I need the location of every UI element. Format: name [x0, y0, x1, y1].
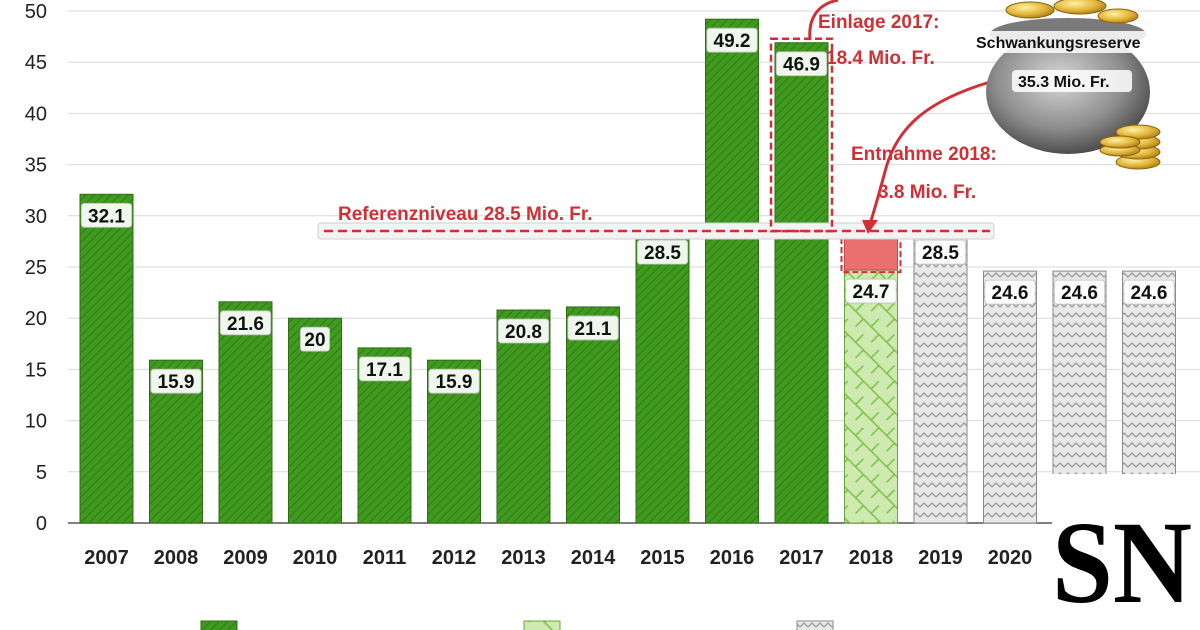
value-label-box — [1123, 279, 1175, 305]
bar-2014 — [566, 306, 620, 524]
y-tick-label: 30 — [25, 206, 47, 228]
bar-2016 — [705, 18, 759, 524]
y-tick-label: 45 — [25, 52, 47, 74]
x-tick-label: 2017 — [779, 547, 824, 569]
bar-2007 — [79, 193, 134, 524]
reference-label: Referenzniveau 28.5 Mio. Fr. — [338, 204, 592, 225]
value-label-2007: 32.1 — [88, 206, 125, 227]
x-axis-ticks: 2007 2008 2009 2010 2011 2012 2013 2014 2015 2016… — [84, 547, 1032, 569]
deposit-arrow — [808, 0, 839, 41]
sn-logo-text: SN — [1052, 497, 1192, 628]
bar-2018 — [844, 269, 898, 524]
value-label-2012: 15.9 — [436, 372, 473, 393]
x-tick-label: 2012 — [432, 547, 477, 569]
value-label-2017: 46.9 — [783, 55, 820, 76]
value-label-box — [358, 356, 411, 382]
value-label-2016: 49.2 — [714, 31, 751, 52]
x-tick-label: 2007 — [84, 547, 129, 569]
bar-2017 — [774, 42, 829, 524]
bar-2019 — [913, 230, 968, 524]
reserve-pot-illustration: Schwankungsreserve 35.3 Mio. Fr. — [972, 0, 1168, 170]
bar-2013 — [496, 309, 551, 524]
value-label-box — [636, 239, 689, 265]
value-label-box — [845, 278, 897, 304]
bar-2015 — [635, 230, 690, 524]
sn-logo: SN — [1052, 474, 1200, 630]
legend — [200, 620, 834, 630]
value-label-box — [984, 279, 1036, 305]
x-tick-label: 2009 — [223, 547, 268, 569]
value-label-2020: 24.6 — [992, 283, 1029, 304]
x-tick-label: 2011 — [363, 547, 406, 569]
x-tick-label: 2019 — [918, 547, 963, 569]
y-tick-label: 50 — [25, 1, 47, 23]
withdrawal-annotation: Entnahme 2018: 3.8 Mio. Fr. — [851, 80, 997, 234]
value-label-box — [497, 318, 550, 344]
reference-annotation: Referenzniveau 28.5 Mio. Fr. — [317, 204, 995, 240]
x-tick-label: 2018 — [849, 547, 894, 569]
value-label-2022: 24.6 — [1131, 283, 1168, 304]
x-tick-label: 2014 — [571, 547, 616, 569]
y-axis-ticks: 0 5 10 15 20 25 30 35 40 45 50 — [25, 1, 47, 535]
deposit-bracket — [769, 37, 834, 233]
y-tick-label: 40 — [25, 103, 47, 125]
value-label-2011: 17.1 — [366, 360, 403, 381]
bar-2020 — [983, 270, 1037, 524]
withdrawal-title: Entnahme 2018: — [851, 144, 997, 165]
legend-swatch-actual — [200, 620, 238, 630]
value-label-box — [299, 326, 330, 352]
x-tick-label: 2013 — [501, 547, 546, 569]
y-tick-label: 20 — [25, 308, 47, 330]
value-label-box — [150, 368, 202, 394]
reserve-value: 35.3 Mio. Fr. — [1018, 74, 1110, 91]
value-label-2009: 21.6 — [227, 314, 264, 335]
value-label-2010: 20 — [304, 330, 325, 351]
bar-2009 — [218, 301, 273, 524]
value-label-2014: 21.1 — [575, 319, 612, 340]
x-tick-label: 2008 — [154, 547, 199, 569]
y-tick-label: 5 — [36, 462, 47, 484]
value-label-box — [706, 27, 758, 53]
withdrawal-value: 3.8 Mio. Fr. — [878, 182, 976, 203]
bar-value-labels: 32.1 15.9 21.6 20 17.1 15.9 20.8 21.1 28.5 49.2 46… — [80, 27, 1175, 394]
y-tick-label: 15 — [25, 359, 47, 381]
value-label-box — [219, 310, 272, 336]
deposit-annotation: Einlage 2017: 18.4 Mio. Fr. — [769, 0, 939, 233]
value-label-box — [80, 202, 133, 228]
deposit-title: Einlage 2017: — [818, 12, 939, 33]
legend-swatch-budget — [523, 620, 561, 630]
y-tick-label: 10 — [25, 411, 47, 433]
legend-swatch-plan — [796, 620, 834, 630]
bars — [79, 18, 1176, 524]
value-label-box — [428, 368, 480, 394]
value-label-2013: 20.8 — [505, 322, 542, 343]
withdrawal-arrow — [868, 80, 991, 225]
withdrawal-arrowhead — [862, 220, 878, 234]
x-tick-label: 2010 — [293, 547, 338, 569]
x-tick-label: 2016 — [710, 547, 755, 569]
value-label-box — [567, 315, 619, 341]
x-tick-label: 2020 — [988, 547, 1033, 569]
value-label-2008: 15.9 — [158, 372, 195, 393]
value-label-2015: 28.5 — [644, 243, 681, 264]
value-label-box — [914, 239, 967, 265]
y-tick-label: 25 — [25, 257, 47, 279]
value-label-box — [775, 51, 828, 77]
reference-band — [317, 222, 995, 240]
value-label-box — [1053, 279, 1106, 305]
bar-2010 — [288, 317, 342, 524]
y-tick-label: 35 — [25, 155, 47, 177]
value-label-2021: 24.6 — [1061, 283, 1098, 304]
value-label-2019: 28.5 — [922, 243, 959, 264]
value-label-2018: 24.7 — [853, 282, 890, 303]
x-tick-label: 2015 — [640, 547, 685, 569]
reserve-title: Schwankungsreserve — [976, 35, 1141, 52]
y-tick-label: 0 — [36, 513, 47, 535]
deposit-value: 18.4 Mio. Fr. — [826, 48, 935, 69]
